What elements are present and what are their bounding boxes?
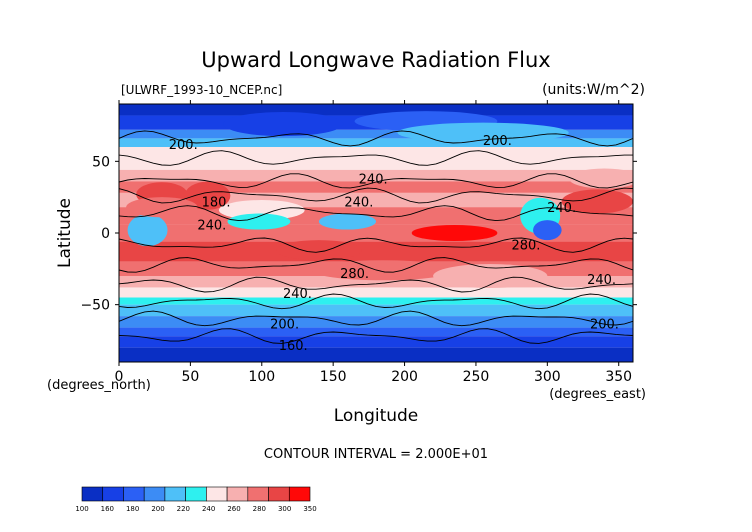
contour-label: 200. [270, 317, 299, 332]
x-tick-label: 250 [463, 369, 490, 385]
contour-label: 200. [169, 138, 198, 153]
lat-band [119, 297, 633, 305]
lat-band [119, 138, 633, 147]
field-blob [276, 240, 362, 261]
field-blob [533, 220, 562, 241]
lat-band [119, 327, 633, 337]
field-blob [318, 213, 377, 230]
colorbar-swatch [164, 486, 186, 502]
field-blob [411, 224, 498, 242]
contour-label: 240. [587, 273, 616, 288]
y-tick-label: −50 [80, 298, 110, 314]
x-axis-label: Longitude [334, 406, 419, 426]
contour-line [119, 328, 633, 344]
y-unit-label: (degrees_north) [47, 378, 151, 393]
x-tick-label: 0 [115, 369, 124, 385]
field-blob [433, 263, 548, 289]
y-axis-label: Latitude [55, 198, 75, 268]
colorbar-swatch [123, 486, 145, 502]
contour-label: 180. [202, 195, 231, 210]
x-tick-label: 300 [534, 369, 561, 385]
lat-band [119, 287, 633, 298]
lat-band [119, 181, 633, 193]
contour-label: 200. [483, 134, 512, 149]
colorbar-label: 260 [227, 505, 240, 513]
field-blob [397, 122, 569, 143]
field-blob [227, 213, 291, 230]
colorbar-swatch [81, 486, 104, 502]
field-blob [311, 260, 455, 281]
lat-band [119, 304, 633, 317]
contour-line [119, 276, 633, 293]
x-tick-label: 50 [181, 369, 199, 385]
colorbar-label: 160 [101, 505, 114, 513]
field-blob [223, 112, 344, 137]
contour-label: 240. [344, 195, 373, 210]
contour-line [119, 205, 633, 222]
contour-label: 160. [279, 339, 308, 354]
contour-label: 240. [359, 173, 388, 188]
colorbar-label: 200 [151, 505, 164, 513]
colorbar-label: 220 [177, 505, 190, 513]
x-tick-label: 200 [391, 369, 418, 385]
contour-label: 240. [197, 218, 226, 233]
y-tick-label: 0 [101, 226, 110, 242]
y-tick-label: 50 [92, 154, 110, 170]
contour-label: 200. [590, 317, 619, 332]
colorbar-swatch [288, 486, 311, 502]
colorbar-label: 300 [278, 505, 291, 513]
dataset-label: [ULWRF_1993-10_NCEP.nc] [121, 83, 282, 97]
contour-line [119, 293, 633, 310]
lat-band [119, 241, 633, 262]
x-tick-label: 100 [248, 369, 275, 385]
contour-interval-label: CONTOUR INTERVAL = 2.000E+01 [264, 447, 488, 462]
contour-line [119, 310, 633, 327]
colorbar-swatch [102, 486, 124, 502]
field-blob [561, 189, 633, 214]
contour-line [119, 187, 633, 204]
lat-band [119, 158, 633, 170]
colorbar-label: 100 [75, 505, 88, 513]
contour-line [119, 237, 633, 253]
colorbar-swatch [206, 486, 228, 502]
x-unit-label: (degrees_east) [549, 387, 646, 402]
field-blob [184, 181, 231, 210]
field-blob [126, 197, 198, 218]
lat-band [119, 147, 633, 159]
contour-line [119, 257, 633, 273]
lat-band [119, 276, 633, 288]
contour-line [119, 173, 633, 189]
x-tick-label: 350 [605, 369, 632, 385]
contour-label: 240. [547, 201, 576, 216]
units-label: (units:W/m^2) [542, 82, 645, 98]
colorbar-label: 280 [253, 505, 266, 513]
x-tick-label: 150 [320, 369, 347, 385]
contour-line [119, 130, 633, 147]
chart-title: Upward Longwave Radiation Flux [201, 48, 550, 72]
lat-band [119, 336, 633, 348]
lat-band [119, 169, 633, 182]
contour-label: 280. [511, 238, 540, 253]
lat-band [119, 347, 633, 362]
heatmap-field: 200. 200. 240. 240. 180. 240. 240. 280. 280. 240.… [119, 104, 633, 362]
field-blob [568, 168, 633, 189]
colorbar-label: 350 [303, 505, 316, 513]
colorbar-swatch [143, 486, 166, 502]
contour-line [119, 150, 633, 166]
lat-band [119, 104, 633, 116]
colorbar-label: 240 [202, 505, 215, 513]
colorbar-swatch [268, 486, 290, 502]
field-blob [127, 214, 168, 247]
colorbar-swatch [185, 486, 207, 502]
lat-band [119, 316, 633, 328]
colorbar-swatch [226, 486, 249, 502]
contour-label: 240. [283, 287, 312, 302]
colorbar-label: 180 [126, 505, 139, 513]
lat-band [119, 129, 633, 139]
colorbar-swatch [247, 486, 269, 502]
contour-label: 280. [340, 267, 369, 282]
